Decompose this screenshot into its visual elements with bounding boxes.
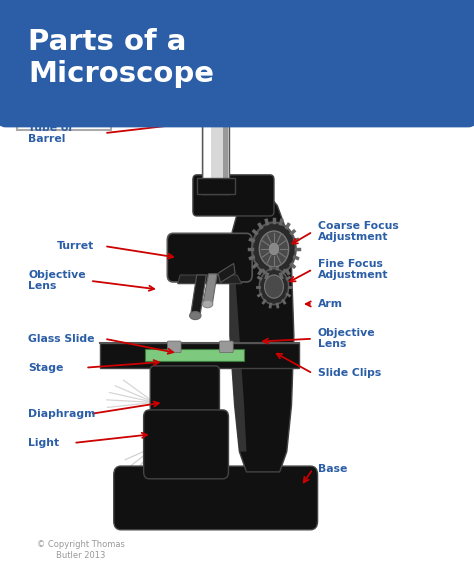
Ellipse shape <box>202 300 213 308</box>
FancyBboxPatch shape <box>193 175 274 216</box>
FancyBboxPatch shape <box>197 178 235 194</box>
Polygon shape <box>191 275 206 316</box>
Ellipse shape <box>252 222 296 276</box>
FancyBboxPatch shape <box>150 366 219 416</box>
Polygon shape <box>230 194 294 472</box>
Text: Light: Light <box>28 438 60 448</box>
FancyBboxPatch shape <box>219 341 233 353</box>
Text: Glass Slide: Glass Slide <box>28 334 95 344</box>
Text: Objective
Lens: Objective Lens <box>318 328 375 349</box>
Polygon shape <box>178 275 242 284</box>
Ellipse shape <box>259 269 289 305</box>
Text: Base: Base <box>318 464 347 474</box>
Text: Tube or
Barrel: Tube or Barrel <box>28 123 74 144</box>
Ellipse shape <box>259 231 289 267</box>
Text: © Copyright Thomas
Butler 2013: © Copyright Thomas Butler 2013 <box>36 540 125 560</box>
Text: Eyepiece Lens: Eyepiece Lens <box>322 35 409 46</box>
Ellipse shape <box>269 243 279 255</box>
Text: Diaphragm: Diaphragm <box>28 409 96 419</box>
Text: Arm: Arm <box>318 299 343 309</box>
Text: Stage: Stage <box>28 362 64 373</box>
Text: Fine Focus
Adjustment: Fine Focus Adjustment <box>318 259 388 280</box>
FancyBboxPatch shape <box>100 343 299 368</box>
FancyBboxPatch shape <box>167 233 252 282</box>
FancyBboxPatch shape <box>204 78 211 188</box>
Polygon shape <box>218 263 235 283</box>
FancyBboxPatch shape <box>114 466 318 530</box>
FancyBboxPatch shape <box>145 349 244 361</box>
FancyBboxPatch shape <box>144 410 228 479</box>
Text: Objective
Lens: Objective Lens <box>28 270 86 291</box>
Polygon shape <box>230 266 246 452</box>
Polygon shape <box>203 274 217 304</box>
Text: Parts of a
Microscope: Parts of a Microscope <box>28 28 214 88</box>
FancyBboxPatch shape <box>197 72 235 89</box>
Text: Slide Clips: Slide Clips <box>318 368 381 379</box>
Ellipse shape <box>264 275 283 298</box>
FancyBboxPatch shape <box>192 50 239 74</box>
Text: Turret: Turret <box>57 241 94 251</box>
FancyBboxPatch shape <box>223 78 228 188</box>
FancyBboxPatch shape <box>202 72 229 194</box>
Text: Coarse Focus
Adjustment: Coarse Focus Adjustment <box>318 221 398 242</box>
Ellipse shape <box>190 312 201 320</box>
FancyBboxPatch shape <box>167 341 181 353</box>
